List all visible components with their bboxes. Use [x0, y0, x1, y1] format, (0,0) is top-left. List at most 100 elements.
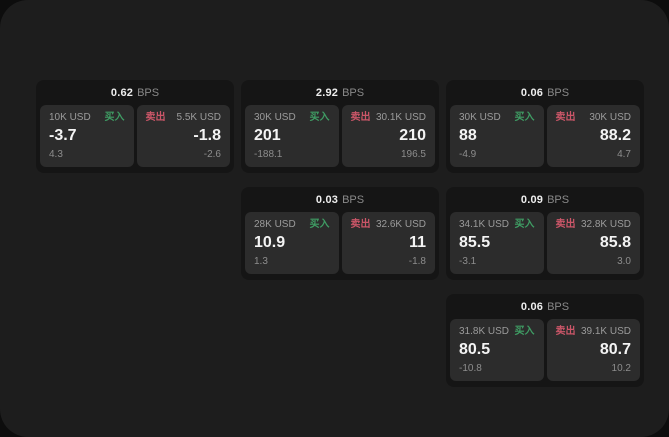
bps-header: 0.06 BPS	[446, 294, 644, 319]
quote-card-body: 31.8K USD 买入 80.5 -10.8 卖出 39.1K USD 80.…	[446, 319, 644, 381]
quote-card: 0.06 BPS 30K USD 买入 88 -4.9 卖出 30K USD 8…	[446, 80, 644, 173]
quote-card-body: 10K USD 买入 -3.7 4.3 卖出 5.5K USD -1.8 -2.…	[36, 105, 234, 167]
buy-panel-top: 30K USD 买入	[459, 112, 535, 124]
sell-panel-top: 卖出 32.6K USD	[351, 219, 427, 231]
sell-price: 80.7	[599, 341, 631, 358]
buy-sub-value: -188.1	[254, 149, 283, 160]
sell-panel-top: 卖出 5.5K USD	[146, 112, 222, 124]
buy-panel[interactable]: 10K USD 买入 -3.7 4.3	[40, 105, 134, 167]
sell-price: 210	[399, 127, 426, 144]
sell-tag: 卖出	[350, 112, 371, 123]
quote-card-body: 34.1K USD 买入 85.5 -3.1 卖出 32.8K USD 85.8…	[446, 212, 644, 274]
sell-sub-value: -1.8	[408, 256, 426, 267]
quote-card-body: 28K USD 买入 10.9 1.3 卖出 32.6K USD 11 -1.8	[241, 212, 439, 274]
sell-panel[interactable]: 卖出 39.1K USD 80.7 10.2	[546, 319, 640, 381]
buy-price: 201	[254, 127, 281, 144]
buy-sub-value: 4.3	[49, 149, 63, 160]
quote-card: 0.06 BPS 31.8K USD 买入 80.5 -10.8 卖出 39.1…	[446, 294, 644, 387]
buy-panel[interactable]: 28K USD 买入 10.9 1.3	[245, 212, 339, 274]
sell-panel[interactable]: 卖出 30K USD 88.2 4.7	[546, 105, 640, 167]
quote-card-body: 30K USD 买入 88 -4.9 卖出 30K USD 88.2 4.7	[446, 105, 644, 167]
bps-unit-label: BPS	[137, 86, 160, 99]
buy-price: 88	[459, 127, 477, 144]
buy-panel[interactable]: 30K USD 买入 88 -4.9	[450, 105, 544, 167]
buy-price: 10.9	[254, 234, 286, 251]
buy-panel[interactable]: 30K USD 买入 201 -188.1	[245, 105, 339, 167]
buy-price: -3.7	[49, 127, 77, 144]
buy-notional: 30K USD	[254, 112, 296, 123]
bps-unit-label: BPS	[342, 86, 365, 99]
buy-notional: 30K USD	[459, 112, 501, 123]
buy-tag: 买入	[104, 112, 125, 123]
sell-panel[interactable]: 卖出 32.8K USD 85.8 3.0	[546, 212, 640, 274]
sell-notional: 30.1K USD	[375, 112, 426, 123]
sell-tag: 卖出	[555, 112, 576, 123]
sell-tag: 卖出	[145, 112, 166, 123]
buy-sub-value: 1.3	[254, 256, 268, 267]
buy-price: 80.5	[459, 341, 491, 358]
sell-tag: 卖出	[555, 326, 576, 337]
sell-panel[interactable]: 卖出 5.5K USD -1.8 -2.6	[136, 105, 230, 167]
sell-price: -1.8	[193, 127, 221, 144]
buy-panel-top: 28K USD 买入	[254, 219, 330, 231]
sell-tag: 卖出	[350, 219, 371, 230]
sell-price: 11	[409, 234, 426, 251]
quote-card-body: 30K USD 买入 201 -188.1 卖出 30.1K USD 210 1…	[241, 105, 439, 167]
bps-header: 0.03 BPS	[241, 187, 439, 212]
bps-value: 0.03	[315, 193, 339, 206]
bps-header: 0.62 BPS	[36, 80, 234, 105]
bps-value: 0.06	[520, 300, 544, 313]
buy-sub-value: -3.1	[459, 256, 477, 267]
buy-tag: 买入	[514, 112, 535, 123]
sell-notional: 32.8K USD	[580, 219, 631, 230]
sell-panel-top: 卖出 39.1K USD	[556, 326, 632, 338]
buy-panel-top: 34.1K USD 买入	[459, 219, 535, 231]
bps-value: 0.09	[520, 193, 544, 206]
sell-price: 85.8	[599, 234, 631, 251]
buy-notional: 28K USD	[254, 219, 296, 230]
sell-sub-value: 3.0	[617, 256, 631, 267]
bps-header: 0.09 BPS	[446, 187, 644, 212]
sell-panel[interactable]: 卖出 30.1K USD 210 196.5	[341, 105, 435, 167]
sell-notional: 32.6K USD	[375, 219, 426, 230]
quote-card: 2.92 BPS 30K USD 买入 201 -188.1 卖出 30.1K …	[241, 80, 439, 173]
sell-sub-value: 196.5	[400, 149, 426, 160]
buy-panel-top: 30K USD 买入	[254, 112, 330, 124]
bps-unit-label: BPS	[547, 86, 570, 99]
buy-panel-top: 31.8K USD 买入	[459, 326, 535, 338]
sell-sub-value: 4.7	[617, 149, 631, 160]
quote-card: 0.09 BPS 34.1K USD 买入 85.5 -3.1 卖出 32.8K…	[446, 187, 644, 280]
sell-tag: 卖出	[555, 219, 576, 230]
bps-unit-label: BPS	[547, 300, 570, 313]
sell-panel-top: 卖出 30K USD	[556, 112, 632, 124]
sell-sub-value: 10.2	[611, 363, 631, 374]
quote-card: 0.03 BPS 28K USD 买入 10.9 1.3 卖出 32.6K US…	[241, 187, 439, 280]
buy-tag: 买入	[309, 219, 330, 230]
sell-notional: 5.5K USD	[176, 112, 221, 123]
bps-unit-label: BPS	[547, 193, 570, 206]
bps-value: 2.92	[315, 86, 339, 99]
buy-panel-top: 10K USD 买入	[49, 112, 125, 124]
sell-notional: 30K USD	[589, 112, 631, 123]
buy-notional: 34.1K USD	[459, 219, 510, 230]
quote-card: 0.62 BPS 10K USD 买入 -3.7 4.3 卖出 5.5K USD…	[36, 80, 234, 173]
sell-panel[interactable]: 卖出 32.6K USD 11 -1.8	[341, 212, 435, 274]
buy-panel[interactable]: 34.1K USD 买入 85.5 -3.1	[450, 212, 544, 274]
bps-header: 2.92 BPS	[241, 80, 439, 105]
sell-sub-value: -2.6	[203, 149, 221, 160]
bps-header: 0.06 BPS	[446, 80, 644, 105]
buy-sub-value: -10.8	[459, 363, 482, 374]
bps-value: 0.06	[520, 86, 544, 99]
sell-panel-top: 卖出 32.8K USD	[556, 219, 632, 231]
sell-panel-top: 卖出 30.1K USD	[351, 112, 427, 124]
buy-tag: 买入	[514, 326, 535, 337]
buy-tag: 买入	[309, 112, 330, 123]
sell-price: 88.2	[599, 127, 631, 144]
buy-panel[interactable]: 31.8K USD 买入 80.5 -10.8	[450, 319, 544, 381]
buy-notional: 31.8K USD	[459, 326, 510, 337]
sell-notional: 39.1K USD	[580, 326, 631, 337]
buy-price: 85.5	[459, 234, 491, 251]
buy-sub-value: -4.9	[459, 149, 477, 160]
